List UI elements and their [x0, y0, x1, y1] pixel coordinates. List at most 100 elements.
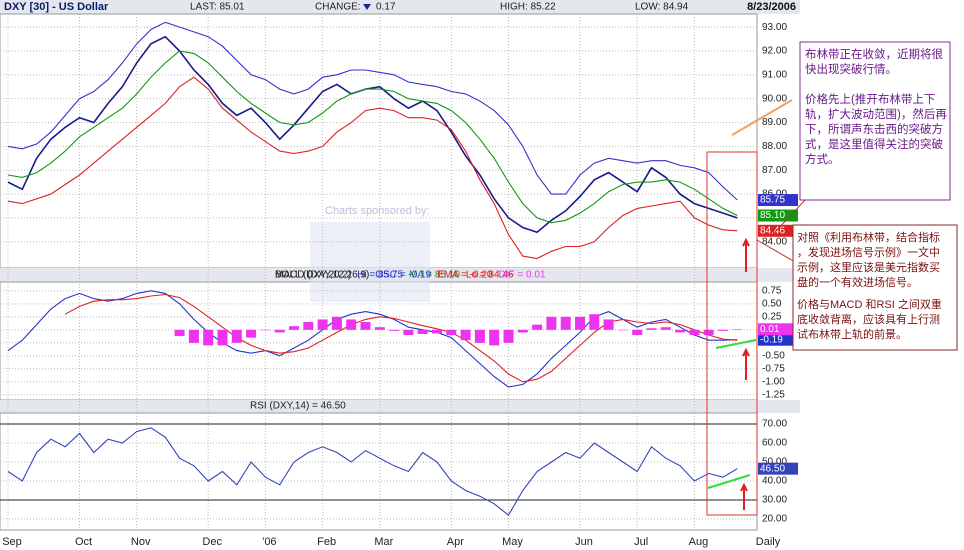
legend-entry: DIF = 0.01: [498, 270, 545, 281]
legend-entry: MA = 85.10: [409, 270, 460, 281]
pointer-arrow: [731, 99, 793, 136]
histogram-bar: [474, 329, 485, 343]
histogram-bar: [374, 327, 385, 330]
y-tick-label: 92.00: [762, 46, 787, 57]
histogram-bar: [417, 329, 428, 334]
x-tick-label: Mar: [374, 536, 393, 548]
histogram-bar: [403, 329, 414, 336]
histogram-bar: [346, 319, 357, 330]
end-value-box: [758, 224, 798, 237]
histogram-bar: [660, 327, 671, 330]
legend-entry: Hi = 85.75: [357, 270, 403, 281]
histogram-bar: [489, 329, 500, 346]
x-tick-label: Sep: [2, 536, 22, 548]
x-tick-label: Aug: [689, 536, 709, 548]
series-line: [7, 50, 738, 224]
pointer-line: [756, 239, 796, 263]
series-line: [7, 21, 738, 201]
histogram-bar: [532, 324, 543, 330]
histogram-bar: [203, 329, 214, 346]
last: LAST: 85.01: [190, 2, 245, 13]
histogram-bar: [432, 329, 442, 334]
annotation-box: [792, 224, 958, 351]
x-tick-label: Feb: [317, 536, 336, 548]
y-tick-label: 30.00: [762, 495, 787, 506]
x-tick-label: Dec: [202, 536, 222, 548]
header-bar: [0, 0, 800, 14]
end-value-label: 84.46: [760, 225, 785, 236]
sponsor: Charts sponsored by:: [325, 205, 430, 217]
annotation-text: 底收敛背离，应该具有上行测: [797, 312, 940, 326]
y-tick-label: 0.25: [762, 311, 782, 322]
y-tick-label: 93.00: [762, 22, 787, 33]
histogram-bar: [632, 329, 643, 336]
histogram-bar: [617, 329, 628, 331]
legend-entry: EMA = -0.20: [437, 270, 493, 281]
histogram-bar: [231, 329, 242, 343]
histogram-bar: [289, 326, 299, 330]
histogram-bar: [188, 329, 199, 343]
panel-title: RSI (DXY,14) = 46.50: [250, 401, 346, 412]
y-tick-label: 70.00: [762, 419, 787, 430]
annotation-text: 下，所谓声东击西的突破方: [805, 122, 943, 136]
panel-title: MACD (DXY,12,26,9): [275, 270, 369, 281]
annotation-text: 盘的一个有效进场信号。: [797, 275, 918, 289]
y-tick-label: 88.00: [762, 141, 787, 152]
y-tick-label: 84.00: [762, 236, 787, 247]
annotation-text: 方式。: [805, 152, 840, 166]
y-tick-label: -1.25: [762, 389, 785, 400]
x-tick-label: '06: [262, 536, 276, 548]
histogram-bar: [260, 329, 271, 331]
red-arrow: [742, 237, 750, 272]
y-tick-label: 50.00: [762, 457, 787, 468]
red-arrow: [740, 482, 748, 510]
histogram-bar: [303, 322, 314, 330]
red-arrow: [742, 347, 750, 380]
annotation-text: 试布林带上轨的前景。: [797, 327, 907, 341]
x-tick-label: Jul: [634, 536, 648, 548]
x-tick-label: Nov: [131, 536, 151, 548]
end-value-box: [758, 194, 798, 207]
rsi-trend-line: [707, 474, 751, 489]
histogram-bar: [217, 329, 228, 346]
y-tick-label: 87.00: [762, 165, 787, 176]
histogram-bar: [703, 329, 714, 336]
legend-entry: Lo = 84.46: [466, 270, 514, 281]
rsi-header-bar: [0, 400, 800, 413]
annotation-text: 示例，这里应该是美元指数买: [797, 260, 940, 274]
end-value-label: -0.19: [760, 334, 783, 345]
histogram-bar: [646, 328, 657, 330]
y-tick-label: -0.50: [762, 350, 785, 361]
y-tick-label: 0.75: [762, 285, 782, 296]
annotation-text: 快出现突破行情。: [805, 62, 897, 76]
end-value-label: 0.01: [760, 324, 780, 335]
y-tick-label: 20.00: [762, 514, 787, 525]
series-line: [7, 290, 738, 388]
low: LOW: 84.94: [635, 2, 689, 13]
end-value-label: 46.50: [760, 463, 785, 474]
end-value-label: 85.75: [760, 195, 785, 206]
x-tick-label: May: [502, 536, 523, 548]
down-arrow: [363, 4, 371, 10]
histogram-bar: [446, 329, 457, 336]
annotation-box: [799, 41, 951, 201]
y-tick-label: 89.00: [762, 117, 787, 128]
y-tick-label: 90.00: [762, 93, 787, 104]
sponsor-logo: [310, 222, 430, 302]
annotation-text: 对照《利用布林带，结合指标: [797, 230, 940, 244]
histogram-bar: [389, 329, 400, 331]
histogram-bar: [718, 329, 728, 331]
annotation-text: 价格先上(推开布林带上下: [805, 92, 935, 106]
y-tick-label: 40.00: [762, 476, 787, 487]
y-tick-label: 91.00: [762, 69, 787, 80]
legend-entry: OSC = -0.19: [375, 270, 431, 281]
histogram-bar: [603, 319, 614, 330]
change-label: CHANGE:: [315, 2, 361, 13]
series-line: [7, 76, 738, 260]
histogram-bar: [560, 316, 571, 330]
annotation-text: 式，是这里值得关注的突破: [805, 137, 943, 151]
series-line: [7, 427, 738, 517]
y-tick-label: -0.75: [762, 363, 785, 374]
macd-trend-line: [715, 339, 757, 349]
